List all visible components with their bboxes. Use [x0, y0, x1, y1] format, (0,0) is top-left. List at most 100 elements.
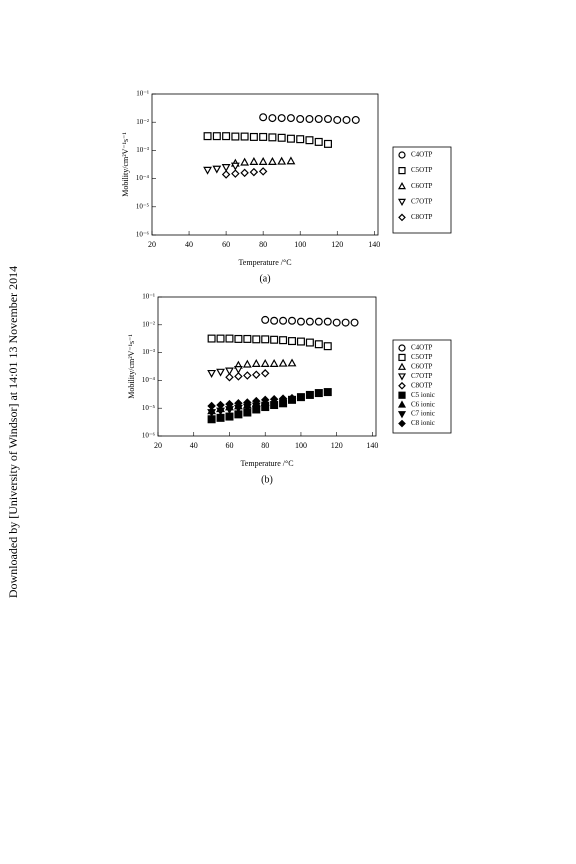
marker — [225, 399, 234, 409]
marker — [314, 137, 323, 146]
marker — [333, 115, 342, 124]
marker — [231, 132, 240, 141]
plot-frame — [157, 296, 377, 437]
marker — [240, 157, 250, 166]
y-tick-label: 10⁻³ — [142, 348, 155, 356]
figure-caption: (b) — [261, 474, 273, 485]
marker — [314, 389, 323, 398]
legend-label: C8OTP — [411, 213, 433, 221]
marker — [230, 162, 240, 171]
legend-label: C6 ionic — [411, 400, 435, 408]
marker — [314, 340, 323, 349]
marker — [212, 132, 221, 141]
x-tick-label: 140 — [366, 441, 378, 450]
legend-label: C5OTP — [411, 353, 433, 361]
y-tick-label: 10⁻¹ — [142, 293, 155, 301]
marker — [288, 337, 297, 346]
legend-label: C7OTP — [411, 372, 433, 380]
marker — [249, 156, 259, 165]
marker — [207, 369, 217, 378]
marker — [225, 334, 234, 343]
x-tick-label: 40 — [185, 240, 193, 249]
marker — [279, 316, 288, 325]
legend-label: C6OTP — [411, 182, 433, 190]
marker — [212, 165, 222, 174]
x-tick-label: 80 — [259, 240, 267, 249]
y-tick-label: 10⁻⁶ — [142, 432, 156, 440]
marker — [397, 373, 407, 381]
y-tick-label: 10⁻⁴ — [136, 174, 150, 182]
legend-label: C4OTP — [411, 151, 433, 159]
marker — [398, 344, 406, 352]
plot-frame — [151, 93, 379, 236]
x-tick-label: 140 — [368, 240, 380, 249]
marker — [268, 133, 277, 142]
marker — [240, 132, 249, 141]
x-tick-label: 120 — [331, 240, 343, 249]
marker — [397, 198, 407, 207]
marker — [225, 367, 234, 376]
marker — [269, 359, 279, 367]
marker — [397, 411, 407, 419]
marker — [231, 169, 240, 178]
marker — [296, 393, 305, 402]
marker — [287, 358, 297, 367]
y-tick-label: 10⁻² — [136, 118, 149, 126]
y-tick-label: 10⁻⁵ — [136, 202, 150, 210]
marker — [277, 114, 286, 123]
marker — [397, 362, 407, 370]
marker — [249, 132, 258, 141]
legend-label: C7OTP — [411, 197, 433, 205]
marker — [286, 114, 295, 123]
marker — [323, 342, 332, 351]
y-tick-label: 10⁻⁴ — [142, 376, 156, 384]
legend-label: C7 ionic — [411, 410, 435, 418]
marker — [398, 419, 406, 428]
marker — [305, 317, 314, 326]
marker — [332, 318, 341, 327]
marker — [323, 139, 332, 148]
marker — [296, 114, 305, 123]
y-tick-label: 10⁻⁶ — [136, 231, 150, 239]
y-tick-label: 10⁻³ — [136, 146, 149, 154]
marker — [252, 396, 261, 406]
y-axis-label: Mobility/cm²V⁻¹s⁻¹ — [121, 132, 130, 197]
legend-label: C8OTP — [411, 381, 433, 389]
x-tick-label: 80 — [261, 441, 269, 450]
marker — [258, 156, 268, 165]
marker — [314, 317, 323, 326]
marker — [397, 400, 407, 408]
marker — [216, 334, 225, 343]
marker — [296, 317, 305, 326]
marker — [261, 315, 270, 324]
marker — [397, 181, 407, 190]
marker — [277, 156, 287, 165]
marker — [305, 390, 314, 399]
marker — [279, 336, 288, 345]
marker — [323, 317, 332, 326]
marker — [225, 372, 234, 382]
marker — [243, 398, 252, 407]
marker — [233, 366, 243, 374]
x-tick-label: 40 — [190, 441, 198, 450]
legend-label: C5OTP — [411, 166, 433, 174]
marker — [398, 381, 406, 390]
marker — [286, 156, 296, 165]
marker — [268, 114, 277, 123]
marker — [269, 394, 279, 404]
y-tick-label: 10⁻¹ — [136, 90, 149, 98]
marker — [207, 334, 216, 343]
marker — [203, 132, 212, 141]
legend-label: C4OTP — [411, 344, 433, 352]
marker — [278, 394, 288, 403]
marker — [342, 115, 351, 124]
marker — [252, 335, 261, 344]
x-tick-label: 100 — [294, 240, 306, 249]
marker — [260, 369, 270, 378]
marker — [398, 151, 406, 159]
x-tick-label: 60 — [225, 441, 233, 450]
marker — [259, 113, 268, 122]
download-note: Downloaded by [University of Windsor] at… — [6, 266, 20, 598]
marker — [240, 168, 249, 178]
